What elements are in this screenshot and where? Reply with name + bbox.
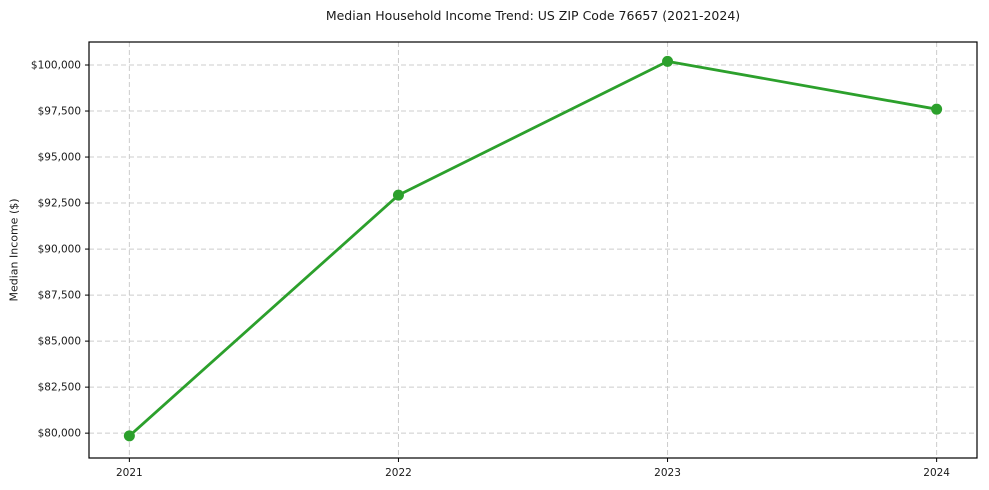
trend-line: [127, 59, 939, 438]
y-tick-label: $92,500: [38, 198, 81, 210]
y-tick-label: $85,000: [38, 336, 81, 348]
y-tick-label: $82,500: [38, 382, 81, 394]
data-point-2023: [662, 55, 674, 67]
y-tick-label: $97,500: [38, 106, 81, 118]
x-tick-label: 2022: [385, 467, 412, 479]
x-tick-label: 2024: [923, 467, 950, 479]
y-tick-label: $95,000: [38, 152, 81, 164]
plot-frame: [88, 41, 978, 459]
x-tick-label: 2023: [654, 467, 681, 479]
x-tick-label: 2021: [116, 467, 143, 479]
data-point-2022: [392, 189, 404, 201]
y-tick-label: $80,000: [38, 428, 81, 440]
chart-title: Median Household Income Trend: US ZIP Co…: [325, 8, 741, 23]
y-tick-label: $87,500: [38, 290, 81, 302]
data-point-2021: [123, 430, 135, 442]
y-tick-label: $100,000: [31, 60, 81, 72]
y-tick-label: $90,000: [38, 244, 81, 256]
data-point-2024: [931, 103, 943, 115]
